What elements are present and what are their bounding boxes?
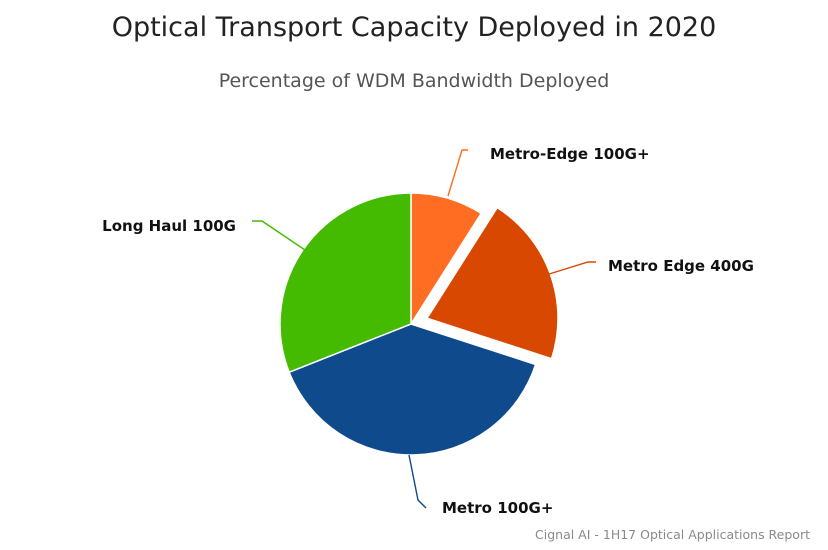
chart-subtitle: Percentage of WDM Bandwidth Deployed: [218, 70, 610, 92]
slice-label: Metro Edge 400G: [608, 257, 754, 275]
chart-credit[interactable]: Cignal AI - 1H17 Optical Applications Re…: [535, 527, 810, 542]
connector-line: [252, 220, 306, 251]
connector-line: [447, 149, 468, 197]
slice-label: Metro-Edge 100G+: [490, 145, 650, 163]
slice-label: Long Haul 100G: [102, 217, 236, 235]
connector-line: [408, 454, 427, 509]
chart-title: Optical Transport Capacity Deployed in 2…: [111, 12, 717, 43]
slice-label: Metro 100G+: [442, 499, 553, 517]
pie-slice-long-haul-100g[interactable]: [279, 192, 412, 374]
connector-line: [545, 261, 596, 276]
pie-slice-metro-100g-[interactable]: [288, 323, 537, 456]
